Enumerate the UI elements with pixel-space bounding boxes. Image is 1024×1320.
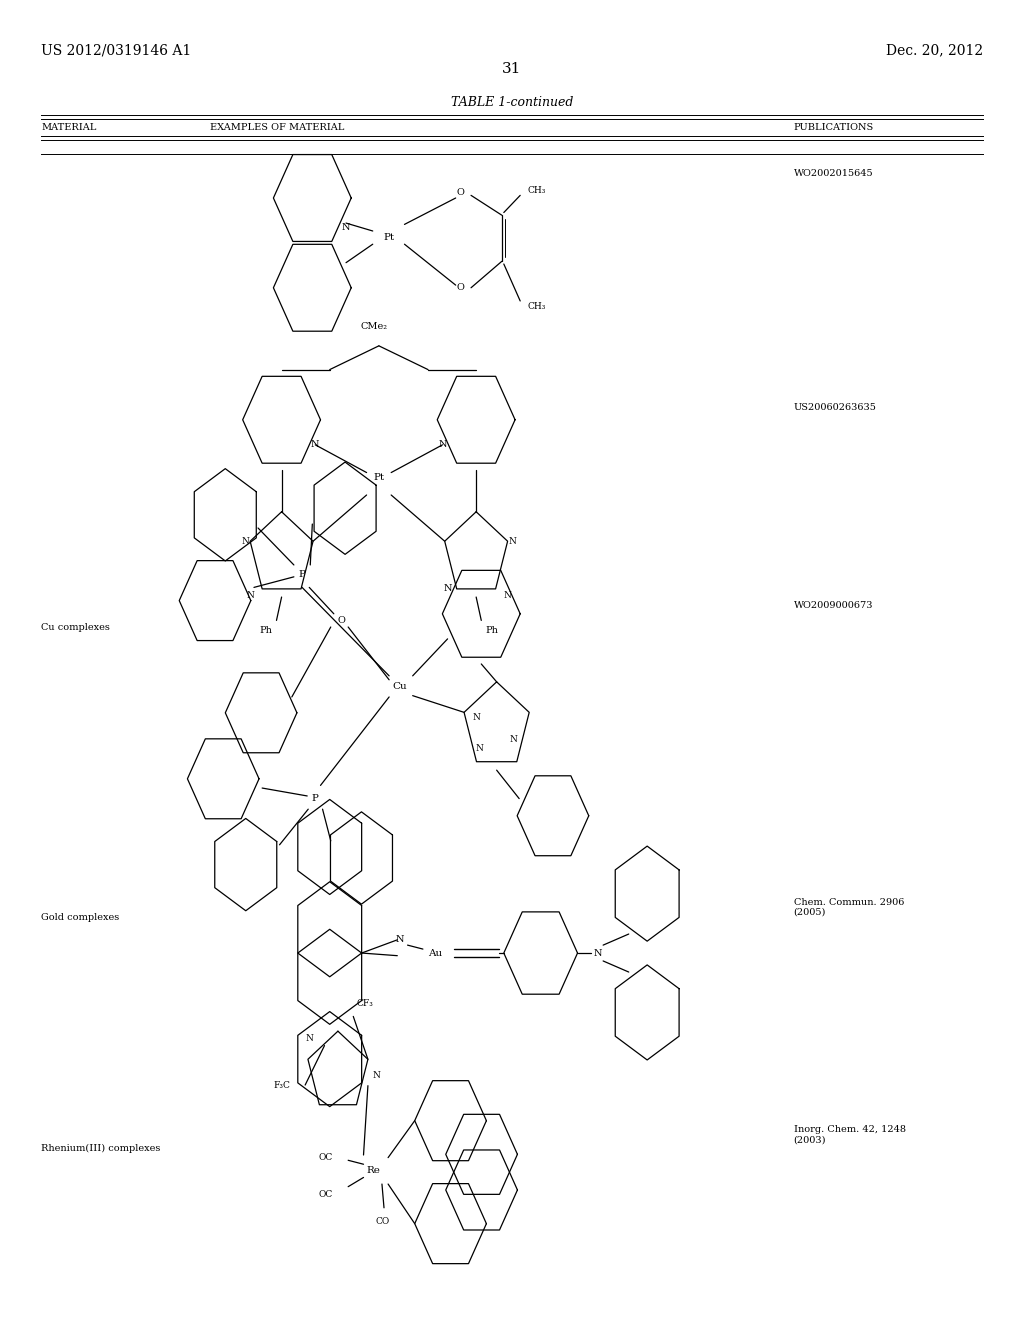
Text: CMe₂: CMe₂ [360, 322, 387, 330]
Text: Pt: Pt [374, 474, 384, 482]
Text: Cu complexes: Cu complexes [41, 623, 110, 631]
Text: Chem. Commun. 2906
(2005): Chem. Commun. 2906 (2005) [794, 898, 904, 917]
Text: O: O [337, 616, 345, 624]
Text: N: N [342, 223, 350, 231]
Text: WO2009000673: WO2009000673 [794, 601, 873, 610]
Text: Re: Re [367, 1167, 381, 1175]
Text: N: N [443, 585, 452, 593]
Text: N: N [510, 735, 518, 743]
Text: Inorg. Chem. 42, 1248
(2003): Inorg. Chem. 42, 1248 (2003) [794, 1125, 905, 1144]
Text: N: N [472, 713, 480, 722]
Text: P: P [312, 795, 318, 803]
Text: US20060263635: US20060263635 [794, 403, 877, 412]
Text: Gold complexes: Gold complexes [41, 913, 119, 921]
Text: N: N [241, 537, 249, 545]
Text: Ph: Ph [260, 627, 272, 635]
Text: N: N [475, 743, 483, 752]
Text: N: N [305, 1035, 313, 1043]
Text: N: N [438, 441, 446, 449]
Text: Rhenium(III) complexes: Rhenium(III) complexes [41, 1144, 161, 1152]
Text: N: N [509, 537, 517, 545]
Text: P: P [299, 570, 305, 578]
Text: OC: OC [318, 1191, 333, 1199]
Text: WO2002015645: WO2002015645 [794, 169, 873, 178]
Text: O: O [457, 284, 465, 292]
Text: N: N [246, 591, 254, 601]
Text: O: O [457, 189, 465, 197]
Text: N: N [504, 591, 512, 601]
Text: N: N [395, 936, 403, 944]
Text: N: N [594, 949, 602, 957]
Text: US 2012/0319146 A1: US 2012/0319146 A1 [41, 44, 191, 58]
Text: F₃C: F₃C [273, 1081, 290, 1089]
Text: TABLE 1-continued: TABLE 1-continued [451, 96, 573, 110]
Text: Cu: Cu [392, 682, 407, 690]
Text: EXAMPLES OF MATERIAL: EXAMPLES OF MATERIAL [210, 123, 344, 132]
Text: OC: OC [318, 1154, 333, 1162]
Text: PUBLICATIONS: PUBLICATIONS [794, 123, 873, 132]
Text: N: N [311, 441, 319, 449]
Text: N: N [372, 1071, 380, 1080]
Text: Dec. 20, 2012: Dec. 20, 2012 [886, 44, 983, 58]
Text: CO: CO [376, 1217, 390, 1225]
Text: Ph: Ph [485, 627, 498, 635]
Text: CH₃: CH₃ [527, 302, 546, 310]
Text: 31: 31 [503, 62, 521, 77]
Text: MATERIAL: MATERIAL [41, 123, 96, 132]
Text: CH₃: CH₃ [527, 186, 546, 194]
Text: Pt: Pt [384, 234, 394, 242]
Text: Au: Au [428, 949, 442, 957]
Text: CF₃: CF₃ [356, 999, 373, 1007]
